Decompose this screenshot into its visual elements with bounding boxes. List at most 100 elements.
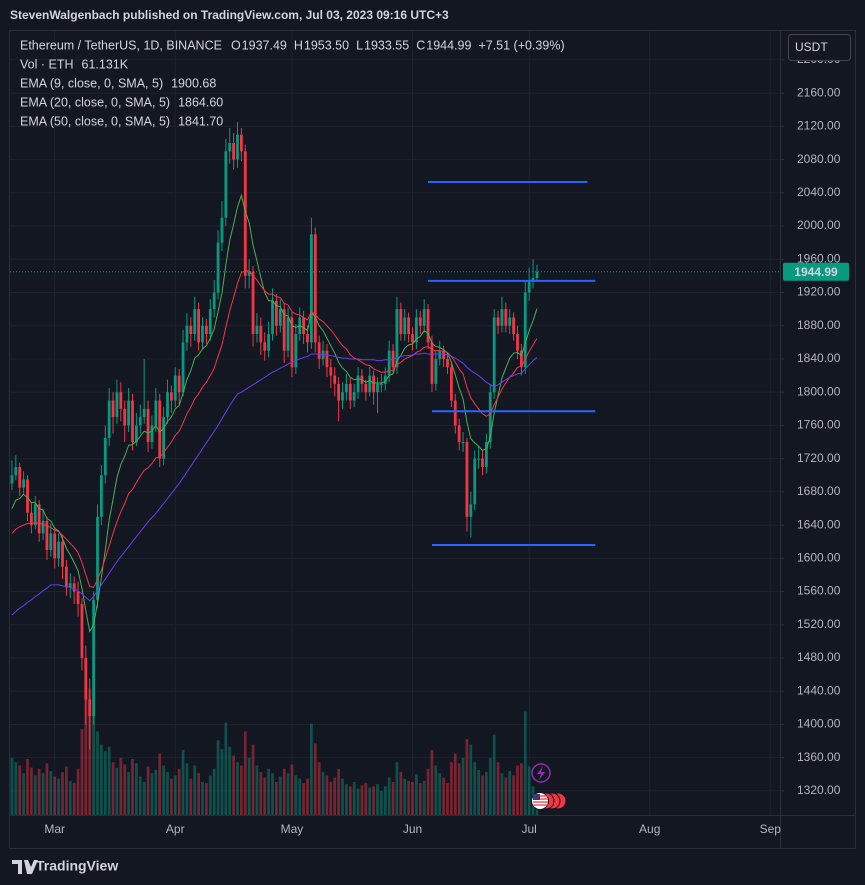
candle-body bbox=[302, 317, 306, 335]
y-tick-label: 2160.00 bbox=[797, 85, 841, 99]
volume-bar bbox=[512, 775, 515, 815]
candle-body bbox=[255, 325, 259, 335]
candle-body bbox=[243, 151, 247, 276]
volume-bar bbox=[496, 762, 500, 815]
volume-bar bbox=[150, 773, 154, 815]
volume-bar bbox=[154, 769, 158, 815]
lightning-glyph bbox=[537, 766, 545, 780]
volume-bar bbox=[14, 762, 18, 815]
legend-name: EMA (50, close, 0, SMA, 5) bbox=[20, 114, 170, 128]
candle-body bbox=[469, 504, 473, 517]
y-tick-label: 1440.00 bbox=[797, 683, 841, 697]
volume-bar bbox=[310, 723, 313, 815]
volume-bar bbox=[205, 783, 208, 815]
volume-bar bbox=[76, 768, 80, 815]
volume-bar bbox=[485, 772, 488, 815]
brand-name: TradingView bbox=[36, 858, 118, 874]
candle-body bbox=[438, 350, 442, 359]
candle-body bbox=[364, 383, 368, 393]
candle-body bbox=[508, 317, 512, 326]
last-price-tag bbox=[783, 262, 849, 281]
volume-bar bbox=[240, 765, 243, 815]
candle-body bbox=[208, 309, 212, 335]
volume-bar bbox=[286, 773, 290, 815]
candle-body bbox=[271, 300, 274, 335]
ohlc-key: H bbox=[294, 38, 303, 52]
symbol-name: Ethereum / TetherUS, 1D, BINANCE bbox=[20, 38, 222, 52]
volume-bar bbox=[508, 771, 512, 815]
last-price-label: 1944.99 bbox=[794, 265, 838, 279]
volume-bar bbox=[22, 773, 25, 815]
volume-bar bbox=[356, 788, 360, 815]
volume-bar bbox=[72, 783, 76, 815]
volume-bar bbox=[181, 750, 185, 815]
legend-value: 61.131K bbox=[82, 57, 129, 71]
candle-body bbox=[96, 516, 99, 600]
candle-body bbox=[232, 142, 236, 160]
y-tick-label: 2040.00 bbox=[797, 185, 841, 199]
candle-body bbox=[10, 475, 14, 484]
candle-body bbox=[22, 479, 26, 488]
y-tick-label: 1560.00 bbox=[797, 584, 841, 598]
volume-bar bbox=[321, 772, 325, 815]
candle-body bbox=[306, 334, 309, 343]
volume-bar bbox=[232, 755, 235, 815]
volume-bar bbox=[92, 716, 95, 815]
candle-body bbox=[282, 309, 286, 351]
candle-body bbox=[177, 375, 181, 393]
volume-bar bbox=[88, 688, 92, 815]
volume-bar bbox=[469, 744, 473, 815]
volume-bar bbox=[236, 762, 239, 815]
candle-body bbox=[531, 277, 535, 281]
candle-body bbox=[224, 151, 228, 218]
volume-bar bbox=[100, 744, 103, 815]
volume-bar bbox=[243, 731, 247, 815]
volume-bar bbox=[527, 766, 531, 815]
x-tick-label: Aug bbox=[639, 822, 660, 836]
x-tick-label: Sep bbox=[760, 822, 782, 836]
volume-bar bbox=[395, 762, 399, 815]
volume-bar bbox=[255, 765, 259, 815]
candle-body bbox=[512, 317, 516, 335]
y-tick-label: 1680.00 bbox=[797, 484, 841, 498]
volume-bar bbox=[115, 767, 119, 815]
y-tick-label: 2000.00 bbox=[797, 218, 841, 232]
legend-name: EMA (20, close, 0, SMA, 5) bbox=[20, 95, 170, 109]
candle-body bbox=[72, 583, 76, 592]
candle-body bbox=[484, 442, 488, 467]
candle-body bbox=[99, 475, 103, 517]
candle-body bbox=[127, 400, 131, 426]
volume-bar bbox=[306, 778, 309, 815]
volume-bar bbox=[275, 782, 278, 815]
candle-body bbox=[115, 392, 119, 418]
candle-body bbox=[516, 334, 519, 351]
candle-body bbox=[329, 367, 333, 376]
candle-body bbox=[399, 309, 403, 335]
candle-body bbox=[446, 358, 449, 368]
footer: TradingView bbox=[12, 858, 118, 874]
ohlc-key: O bbox=[231, 38, 241, 52]
volume-bar bbox=[208, 775, 212, 815]
volume-bar bbox=[127, 772, 130, 815]
candle-body bbox=[247, 271, 251, 276]
volume-bar bbox=[415, 774, 418, 815]
volume-bar bbox=[504, 777, 508, 815]
volume-bar bbox=[488, 757, 492, 815]
volume-bar bbox=[26, 758, 29, 815]
volume-bar bbox=[251, 744, 255, 815]
candle-body bbox=[154, 400, 158, 426]
ohlc-value: 1933.55 bbox=[364, 38, 409, 52]
volume-bar bbox=[516, 765, 519, 815]
volume-bar bbox=[298, 778, 302, 815]
candle-body bbox=[26, 479, 29, 513]
volume-bar bbox=[535, 808, 539, 815]
volume-bar bbox=[41, 773, 45, 815]
y-tick-label: 2120.00 bbox=[797, 119, 841, 133]
candle-body bbox=[379, 383, 383, 385]
y-tick-label: 1960.00 bbox=[797, 251, 841, 265]
candle-body bbox=[352, 392, 356, 401]
ema-line bbox=[11, 193, 538, 633]
candle-body bbox=[111, 400, 115, 418]
y-tick-label: 1640.00 bbox=[797, 517, 841, 531]
